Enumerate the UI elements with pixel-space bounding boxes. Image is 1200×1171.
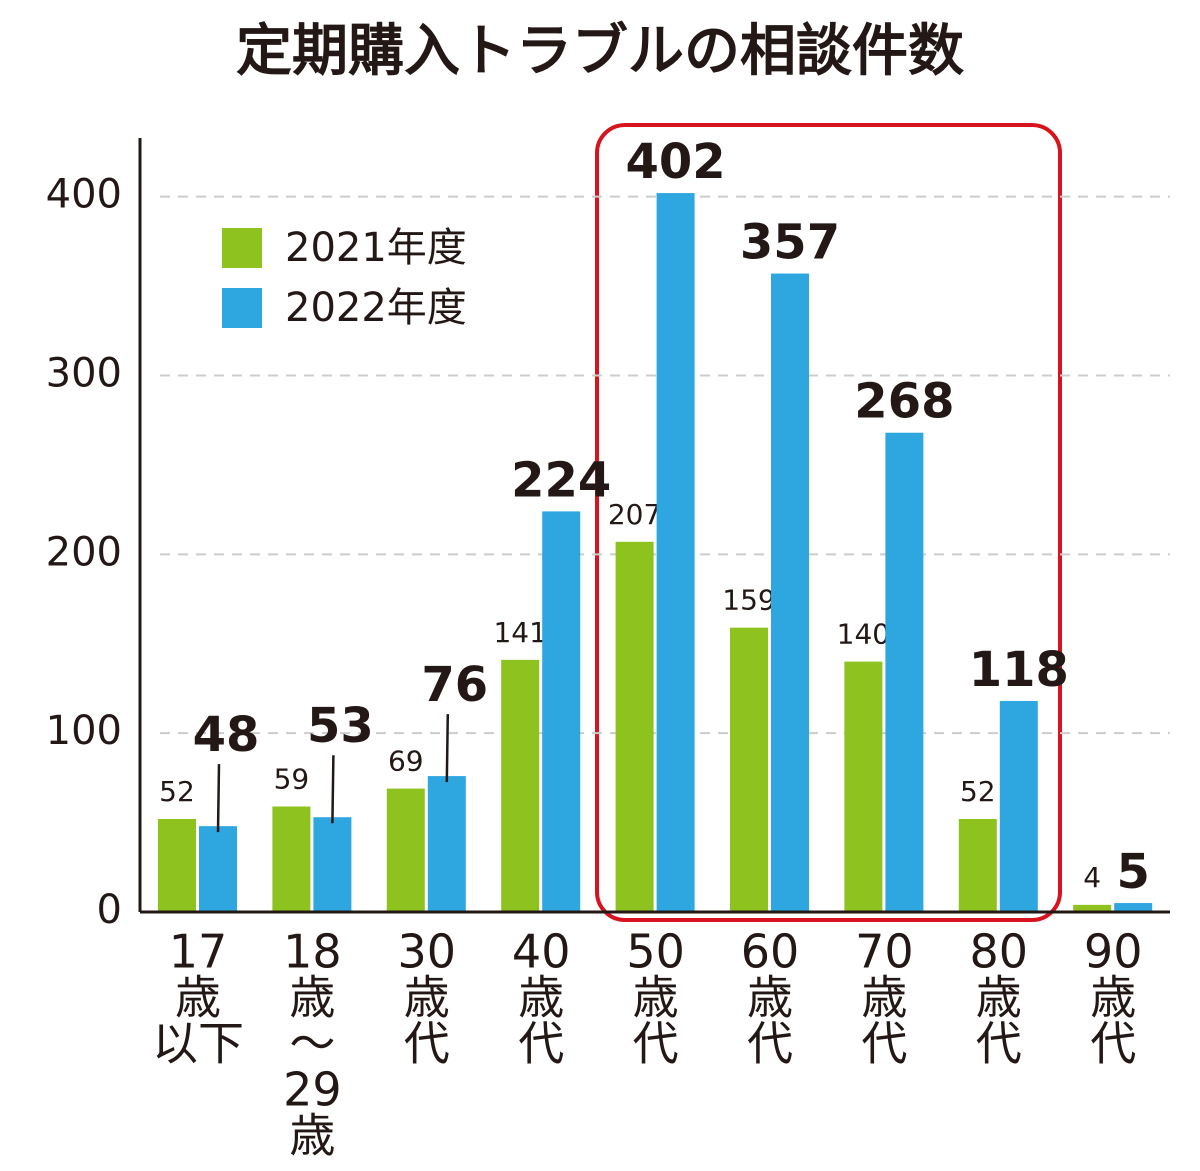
bar: [844, 661, 883, 912]
value-label: 48: [193, 707, 260, 763]
bar: [885, 432, 924, 912]
legend-label: 2022年度: [285, 285, 467, 331]
x-tick-label: 18: [283, 925, 342, 979]
y-tick-label: 300: [46, 350, 122, 396]
bar: [158, 819, 196, 912]
value-label: 118: [969, 642, 1069, 698]
x-tick-label: 90: [1084, 925, 1143, 979]
value-label: 207: [608, 498, 661, 531]
x-tick-label: 40: [512, 925, 571, 979]
x-tick-label: 29: [283, 1063, 342, 1117]
x-tick-label: 歳: [175, 971, 221, 1025]
bar: [958, 819, 997, 912]
x-tick-label: 代: [747, 1017, 793, 1071]
value-label: 5: [1116, 844, 1149, 900]
bar: [313, 817, 352, 912]
bar: [999, 700, 1038, 912]
x-tick-label: 代: [633, 1017, 679, 1071]
value-label: 52: [960, 775, 996, 808]
bar: [386, 788, 425, 912]
highlight-box: [595, 123, 1062, 922]
value-label: 268: [854, 374, 954, 430]
x-tick-label: 歳: [289, 1109, 335, 1163]
x-tick-label: 80: [970, 925, 1029, 979]
bar: [199, 826, 237, 912]
leader-line: [445, 714, 450, 783]
y-tick-label: 0: [97, 887, 122, 933]
bar: [1114, 903, 1153, 912]
x-tick-label: 代: [976, 1017, 1022, 1071]
x-tick-label: 歳: [518, 971, 564, 1025]
x-tick-label: 70: [855, 925, 914, 979]
x-tick-label: 歳: [404, 971, 450, 1025]
value-label: 224: [511, 452, 611, 508]
x-tick-label: 代: [1090, 1017, 1136, 1071]
x-tick-label: 30: [398, 925, 457, 979]
legend-label: 2021年度: [285, 225, 467, 271]
bar: [427, 776, 466, 912]
leader-line: [331, 755, 335, 824]
bar: [501, 659, 540, 912]
x-tick-label: 50: [626, 925, 685, 979]
x-tick-label: 60: [741, 925, 800, 979]
x-tick-label: 以下: [152, 1017, 244, 1071]
x-tick-label: 歳: [1090, 971, 1136, 1025]
bar: [272, 806, 311, 912]
x-tick-label: 代: [404, 1017, 450, 1071]
x-tick-label: 代: [518, 1017, 564, 1071]
bar: [615, 541, 654, 912]
value-label: 357: [740, 215, 840, 271]
y-tick-label: 400: [46, 172, 122, 218]
x-tick-label: 歳: [976, 971, 1022, 1025]
value-label: 141: [493, 616, 546, 649]
legend-swatch: [222, 288, 262, 328]
value-label: 69: [388, 745, 424, 778]
leader-line: [216, 764, 221, 833]
x-tick-label: 代: [861, 1017, 907, 1071]
x-tick-label: 歳: [289, 971, 335, 1025]
bar: [542, 511, 581, 912]
value-label: 76: [421, 657, 488, 713]
value-label: 52: [159, 775, 195, 808]
x-tick-label: 歳: [747, 971, 793, 1025]
value-label: 53: [307, 698, 374, 754]
bar: [730, 627, 768, 912]
bar: [656, 193, 695, 913]
bar: [771, 273, 809, 912]
y-tick-label: 100: [46, 708, 122, 754]
chart-title: 定期購入トラブルの相談件数: [236, 19, 964, 84]
x-tick-label: 歳: [633, 971, 679, 1025]
x-tick-label: 歳: [861, 971, 907, 1025]
y-tick-label: 200: [46, 529, 122, 575]
value-label: 159: [722, 584, 775, 617]
x-tick-label: 17: [169, 925, 228, 979]
bar: [1073, 904, 1112, 912]
value-label: 140: [837, 618, 890, 651]
legend-swatch: [222, 228, 262, 268]
value-label: 4: [1083, 861, 1101, 894]
value-label: 59: [274, 762, 310, 795]
value-label: 402: [625, 134, 725, 190]
x-tick-label: ～: [289, 1017, 335, 1071]
